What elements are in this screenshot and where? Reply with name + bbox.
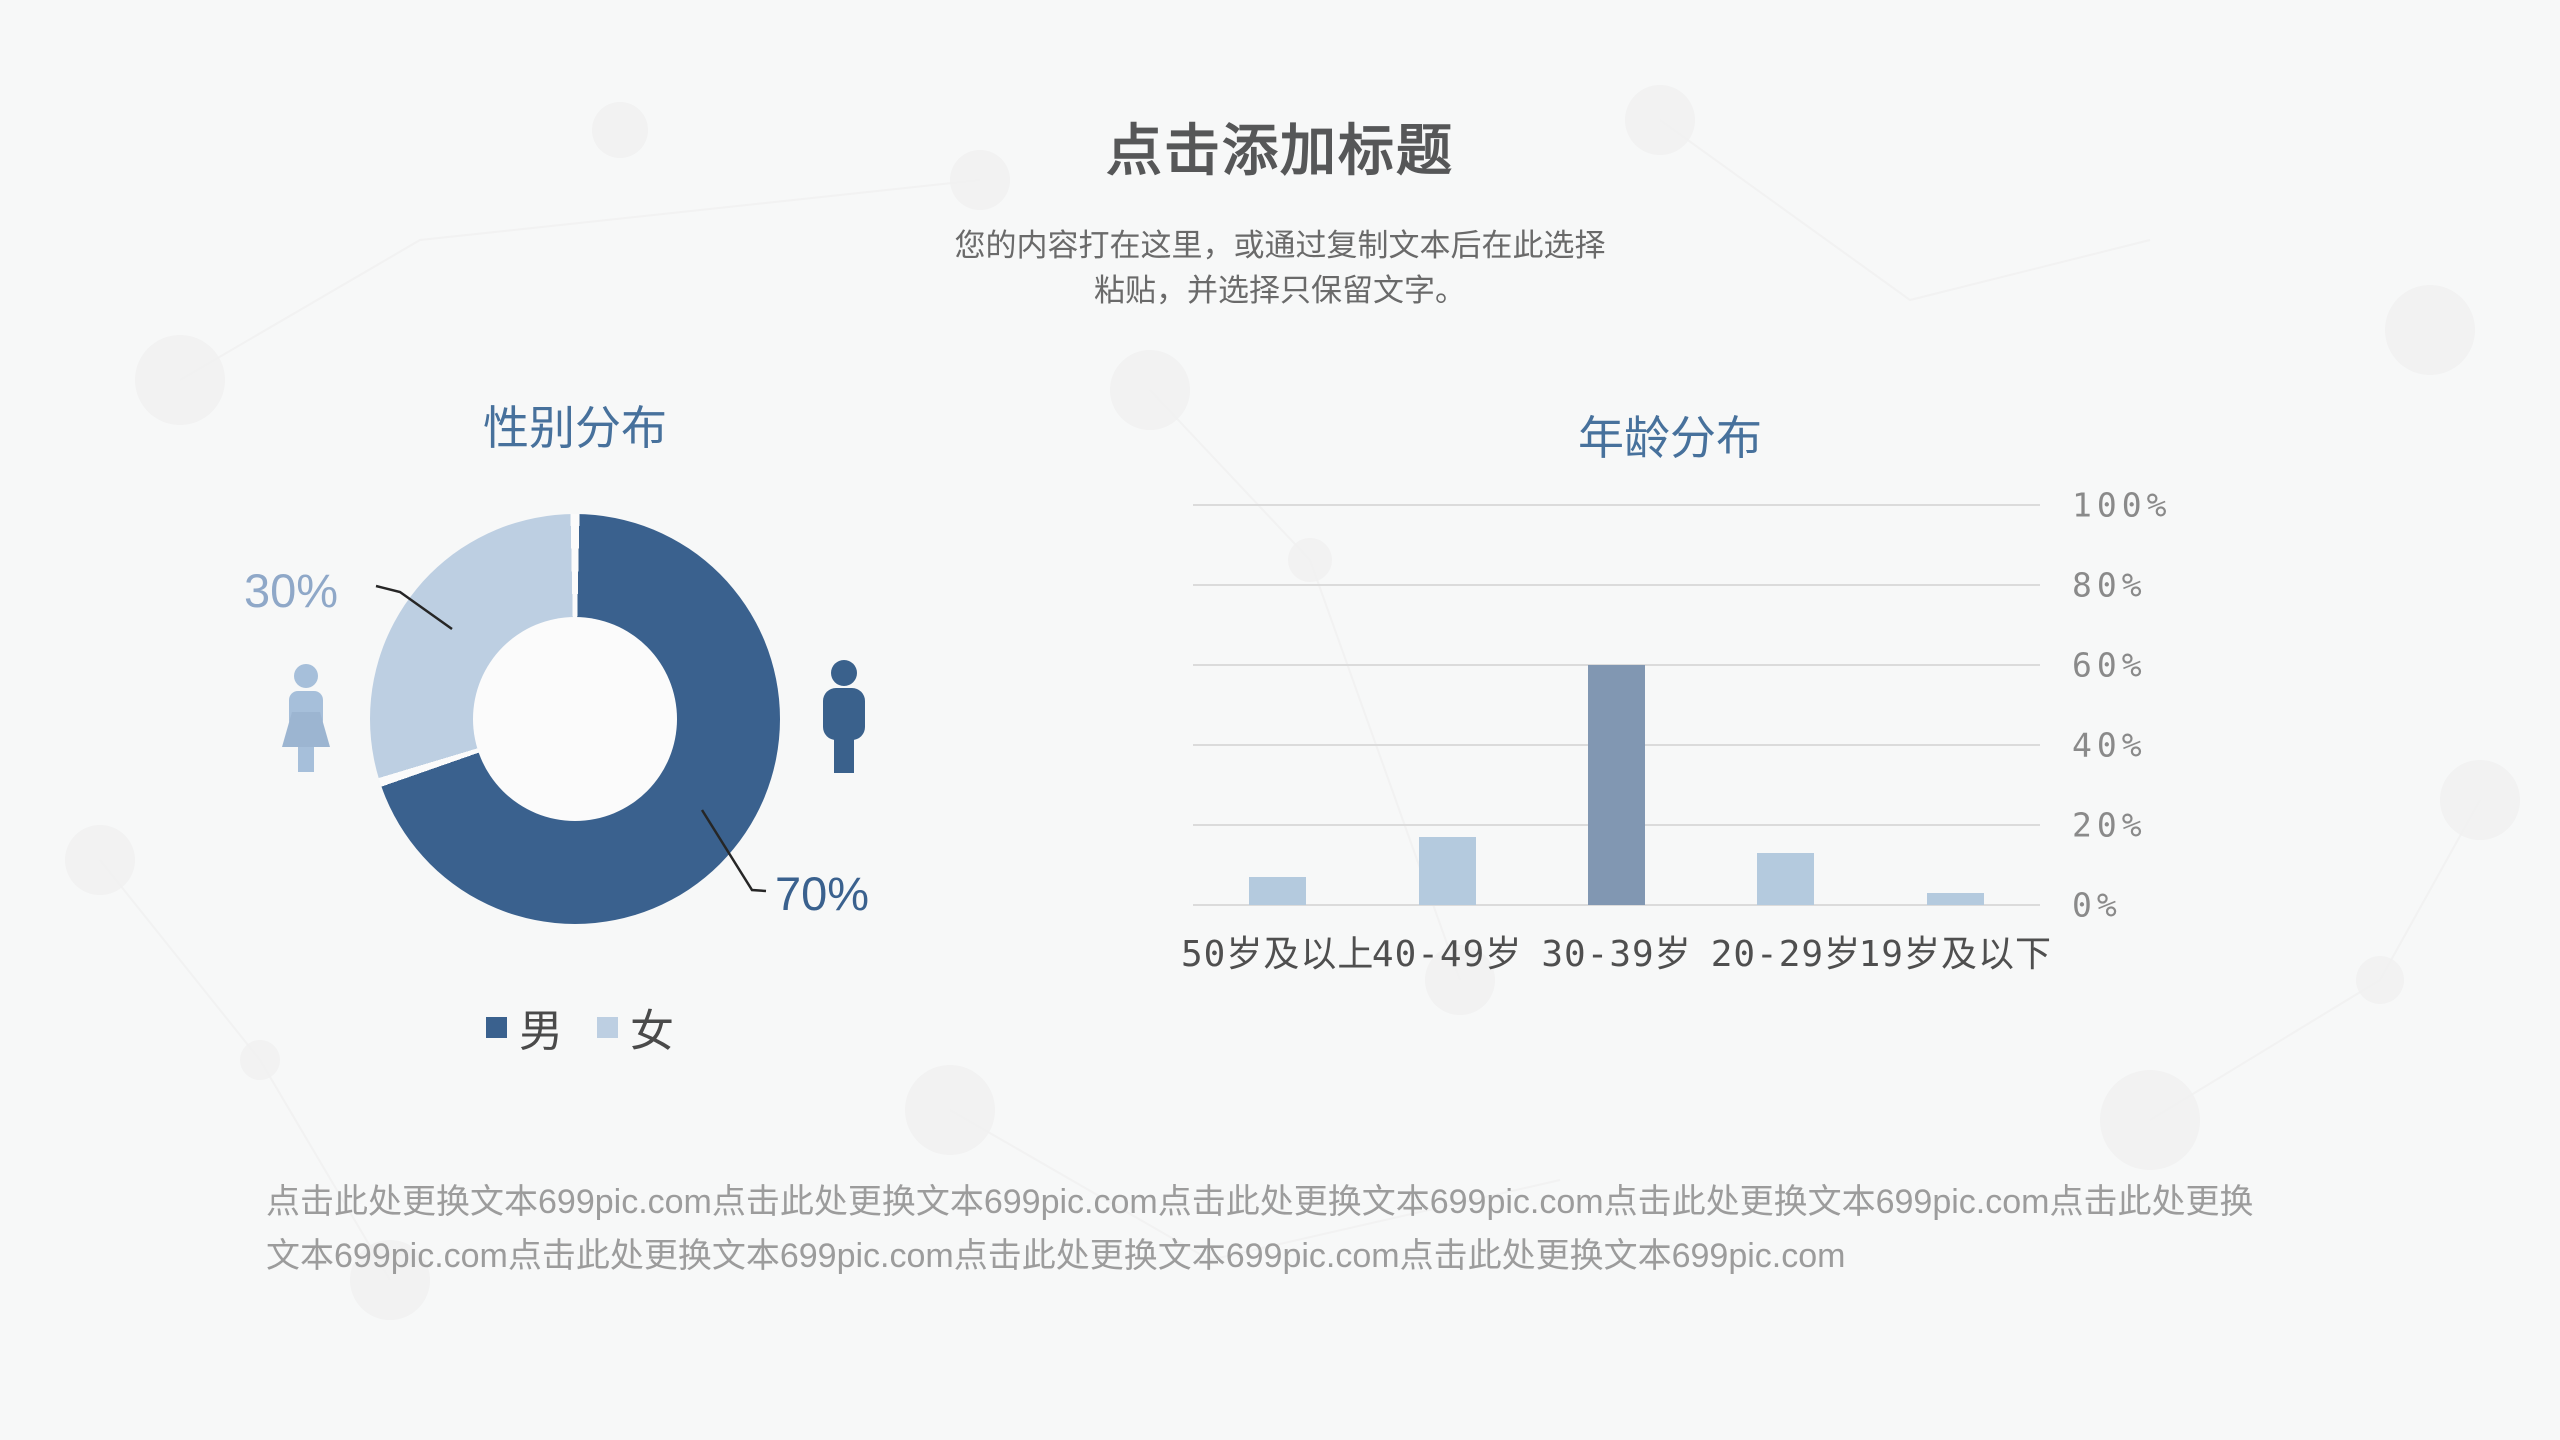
y-axis-tick-label: 40% <box>2072 725 2147 765</box>
x-axis-category-label: 30-39岁 <box>1541 934 1692 975</box>
bar-19岁及以下 <box>1926 893 1984 905</box>
placeholder-text: 点击此处更换文本699pic.com点击此处更换文本699pic.com点击此处… <box>266 1183 2254 1275</box>
slide-subtitle: 您的内容打在这里，或通过复制文本后在此选择 粘贴，并选择只保留文字。 <box>0 223 2560 314</box>
gender-chart-title: 性别分布 <box>483 402 667 454</box>
bar-40-49岁 <box>1418 837 1476 905</box>
y-axis-tick-label: 20% <box>2072 805 2147 845</box>
subtitle-line-1: 您的内容打在这里，或通过复制文本后在此选择 <box>954 228 1606 263</box>
header: 点击添加标题 您的内容打在这里，或通过复制文本后在此选择 粘贴，并选择只保留文字。 <box>0 106 2560 314</box>
legend-item-male: 男 <box>486 995 563 1059</box>
female-icon <box>282 664 330 772</box>
bar-30-39岁 <box>1588 665 1645 905</box>
x-axis-category-label: 40-49岁 <box>1371 934 1523 975</box>
female-percent-label: 30% <box>244 564 339 617</box>
y-axis-tick-label: 80% <box>2072 565 2147 605</box>
male-icon <box>823 660 865 773</box>
donut-hole <box>473 617 677 821</box>
y-axis-tick-label: 100% <box>2072 485 2172 525</box>
legend-label: 女 <box>630 1007 674 1056</box>
age-bar-plot: 0% 20% 40% 60% 80% 100% 50岁及以上 40-49岁 30-39岁 20-2… <box>1181 486 2166 976</box>
slide-title: 点击添加标题 <box>1106 119 1454 182</box>
bar-20-29岁 <box>1757 853 1815 905</box>
x-axis-category-label: 20-29岁 <box>1710 934 1862 975</box>
gridline <box>1193 904 2040 906</box>
gender-legend: 男女 <box>375 995 785 1059</box>
gender-donut-chart <box>370 514 780 924</box>
subtitle-line-2: 粘贴，并选择只保留文字。 <box>1094 273 1466 309</box>
legend-item-female: 女 <box>597 995 674 1059</box>
gridline <box>1193 504 2040 506</box>
x-axis-category-label: 19岁及以下 <box>1858 934 2052 975</box>
legend-label: 男 <box>519 1007 563 1056</box>
bar-50岁及以上 <box>1249 877 1307 905</box>
age-chart-title: 年龄分布 <box>1578 412 1762 464</box>
legend-swatch <box>486 1016 507 1038</box>
legend-swatch <box>597 1016 618 1038</box>
gridline <box>1193 584 2040 586</box>
y-axis-tick-label: 0% <box>2072 885 2122 925</box>
x-axis-category-label: 50岁及以上 <box>1181 934 1375 975</box>
y-axis-tick-label: 60% <box>2072 645 2147 685</box>
male-percent-label: 70% <box>775 867 870 920</box>
